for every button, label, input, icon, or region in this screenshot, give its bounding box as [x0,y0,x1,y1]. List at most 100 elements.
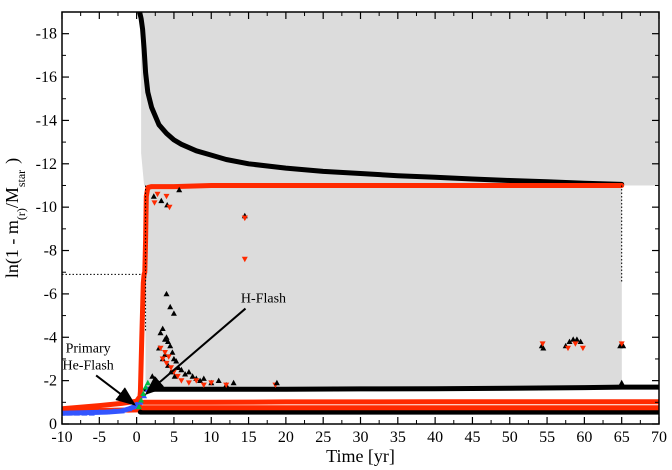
annotation-1-arrow [144,307,247,395]
x-tick-label: 50 [502,429,518,446]
series-9-point [200,382,207,388]
series-9-point [174,373,181,380]
annotation-layer: Primary He-Flash H-Flash [62,292,286,406]
annotation-1-text: H-Flash [241,292,286,307]
series-11-point [565,345,571,352]
series-11-point [579,345,586,352]
series-8-point [215,377,222,383]
x-tick-label: 65 [614,429,630,446]
x-tick-label: 70 [651,429,667,446]
series-10-point [618,379,625,386]
series-8-point [167,303,174,310]
series-10-point [573,336,580,342]
series-8-point [165,338,171,344]
series-13-point [140,390,147,396]
axis-layer: -10 -5 0 5 10 15 20 25 30 35 40 45 50 55 60 65 70 0 -2 -4 -6… [36,12,667,446]
x-tick-label: 10 [203,429,219,446]
series-10-point [273,379,280,386]
series-9-point [178,378,185,384]
series-8-point [182,371,189,377]
series-layer [62,12,659,416]
x-tick-label: 25 [315,429,331,446]
series-8-point [197,377,204,383]
series-8-point [200,375,207,381]
y-tick-label: -4 [44,329,57,346]
series-8-point [170,310,177,316]
series-10-point [540,345,547,351]
shaded-region-layer [141,12,659,390]
y-tick-label: -18 [36,26,57,43]
series-9-point [166,204,173,211]
annotation-0-text: Primary [66,341,111,356]
series-9-point [151,200,158,206]
series-9-point [159,356,166,362]
y-tick-label: -10 [36,199,57,216]
series-13-point [138,397,145,403]
series-8-point [169,349,176,355]
series-9-point [208,380,215,386]
series-9-point [157,345,164,352]
series-9-point [168,365,174,371]
series-12-point [81,410,88,416]
series-12-point [118,408,125,414]
annotation-0-text: He-Flash [62,358,113,373]
x-tick-label: 60 [576,429,592,446]
x-tick-label: 0 [133,429,141,446]
x-tick-label: 35 [390,429,406,446]
series-8-point [171,373,178,379]
series-9-point [241,256,248,263]
shaded-region-envelope [141,12,659,390]
series-11-point [539,341,546,347]
series-3-line [143,384,659,392]
series-8-point [230,379,237,386]
y-axis-label: ln(1 - m(r)/Mstar) [2,158,28,278]
y-tick-label: -6 [44,286,57,303]
series-4-line [141,399,659,405]
series-12-point [111,408,118,414]
series-9-point [162,350,168,356]
x-tick-label: 30 [353,429,369,446]
series-12-point [96,409,103,415]
series-9-point [163,360,170,367]
series-8-point [167,342,174,349]
series-8-point [163,290,170,297]
series-12-point [88,410,95,416]
series-11-point [241,215,248,221]
y-tick-label: -16 [36,69,57,86]
x-tick-label: 20 [278,429,294,446]
series-12-point [66,410,73,416]
series-8-point [185,369,192,375]
series-10-point [566,338,573,344]
x-tick-label: -5 [93,429,106,446]
series-8-point [159,325,166,331]
series-10-point [620,342,627,349]
series-8-point [157,329,164,336]
series-9-point [193,378,200,384]
series-9-point [185,380,192,386]
series-11-point [572,341,579,347]
series-12-point [73,410,80,416]
y-tick-label: 0 [49,416,57,433]
series-8-point [150,193,157,199]
series-8-point [189,373,196,379]
y-tick-label: -2 [44,373,57,390]
series-12-point [103,409,110,415]
series-12-point [126,405,133,412]
y-tick-label: -8 [44,243,57,260]
x-tick-label: -10 [51,429,72,446]
series-8-point [176,186,183,193]
series-9-point [154,191,161,198]
series-1-line [62,183,625,414]
y-tick-label: -12 [36,156,57,173]
series-9-point [223,382,230,388]
series-9-point [163,193,170,200]
annotation-0-arrow [95,374,136,406]
series-10-point [577,338,584,344]
series-13-point [135,403,142,410]
x-tick-label: 45 [464,429,480,446]
y-tick-label: -14 [36,112,57,129]
x-tick-label: 5 [170,429,178,446]
series-11-point [618,341,625,347]
x-tick-label: 55 [539,429,555,446]
